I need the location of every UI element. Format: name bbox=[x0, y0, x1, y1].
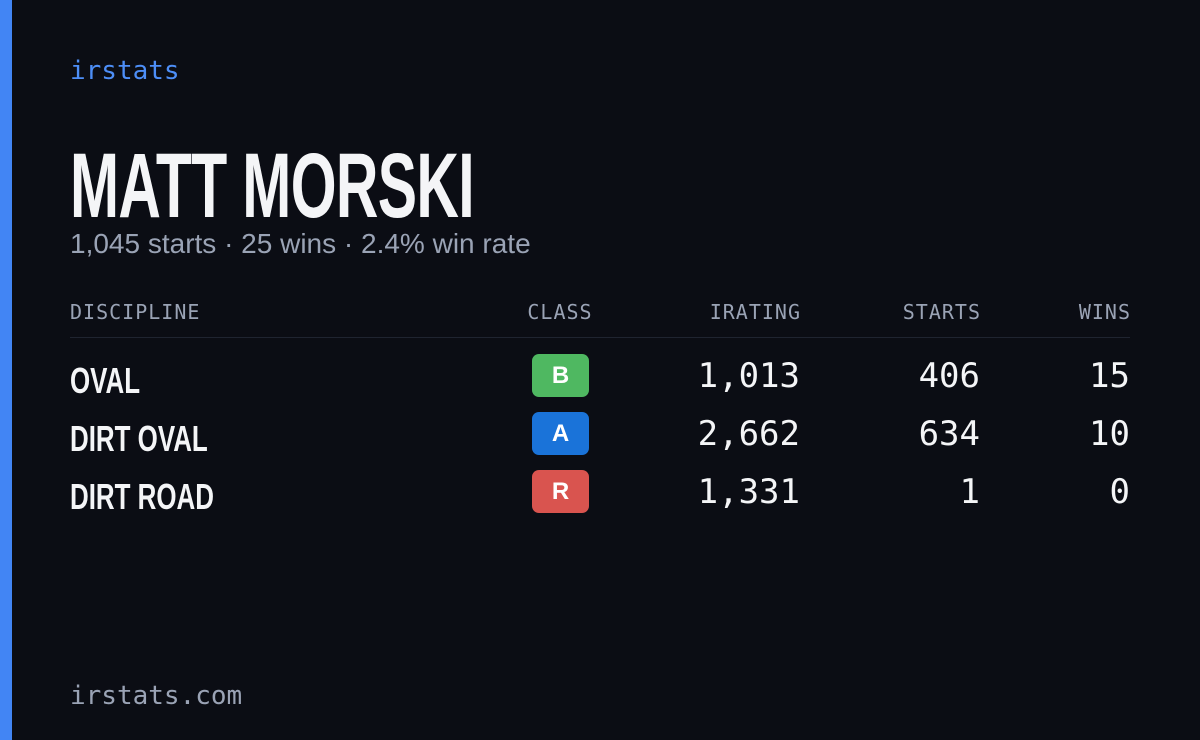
irating: 2,662 bbox=[697, 414, 800, 454]
header-rule bbox=[70, 337, 1130, 338]
header-discipline: DISCIPLINE bbox=[70, 300, 201, 324]
summary: 1,045 starts · 25 wins · 2.4% win rate bbox=[70, 228, 531, 259]
header-class: CLASS bbox=[527, 300, 593, 324]
header-irating: IRATING bbox=[709, 300, 801, 324]
irating: 1,013 bbox=[697, 356, 800, 396]
starts: 634 bbox=[918, 414, 980, 454]
class-badge: B bbox=[532, 354, 589, 397]
class-badge: R bbox=[532, 470, 589, 513]
discipline: DIRT OVAL bbox=[70, 418, 208, 459]
header-starts: STARTS bbox=[902, 300, 981, 324]
starts: 1 bbox=[959, 472, 980, 512]
accent-bar bbox=[0, 0, 12, 740]
irating: 1,331 bbox=[697, 472, 800, 512]
wins: 0 bbox=[1109, 472, 1130, 512]
starts: 406 bbox=[918, 356, 980, 396]
discipline: OVAL bbox=[70, 360, 141, 401]
wins: 10 bbox=[1089, 414, 1130, 454]
brand: irstats bbox=[70, 56, 180, 86]
wins: 15 bbox=[1089, 356, 1130, 396]
driver-name: MATT MORSKI bbox=[70, 135, 475, 237]
header-wins: WINS bbox=[1078, 300, 1131, 324]
class-badge: A bbox=[532, 412, 589, 455]
footer: irstats.com bbox=[70, 681, 243, 711]
discipline: DIRT ROAD bbox=[70, 476, 214, 517]
